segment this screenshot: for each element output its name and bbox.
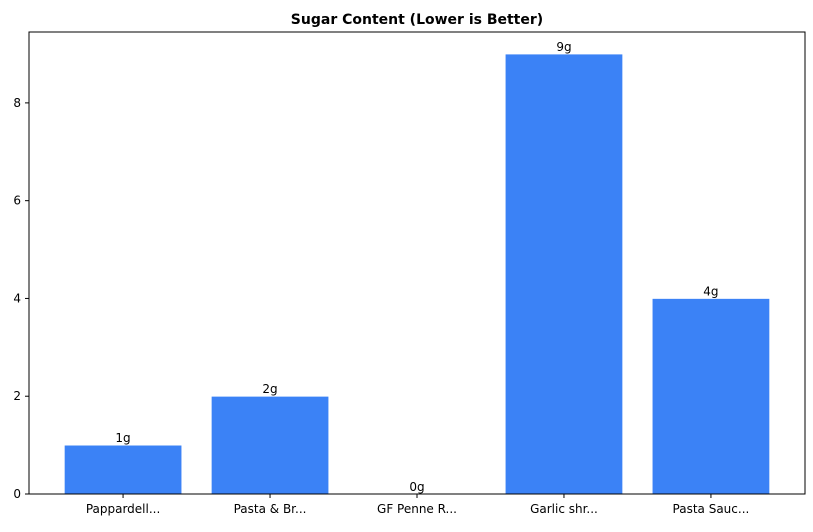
bar [63,444,183,495]
y-tick-label: 4 [13,291,21,305]
data-label: 0g [409,480,424,494]
bar [504,53,624,495]
x-tick-label: Pappardell... [86,502,160,516]
plot-frame [28,31,806,495]
x-tick-label: Pasta & Br... [234,502,307,516]
data-label: 4g [703,284,718,298]
y-tick-label: 0 [13,487,21,501]
x-tick-label: Garlic shr... [530,502,598,516]
bar [651,298,771,495]
y-tick-label: 2 [13,389,21,403]
y-tick-label: 8 [13,96,21,110]
chart-title: Sugar Content (Lower is Better) [291,12,543,28]
bar [210,395,330,495]
x-tick-label: GF Penne R... [377,502,457,516]
x-tick-label: Pasta Sauc... [673,502,750,516]
data-label: 9g [556,40,571,54]
data-label: 2g [262,382,277,396]
y-tick-label: 6 [13,194,21,208]
data-label: 1g [115,431,130,445]
